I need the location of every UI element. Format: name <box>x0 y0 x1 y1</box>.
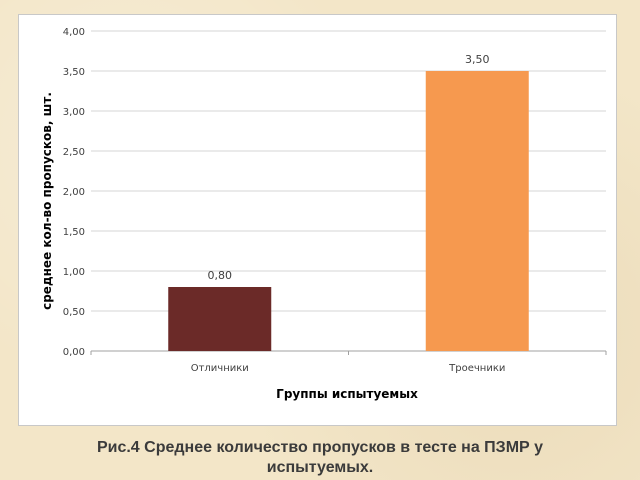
x-tick-label: Отличники <box>191 363 249 374</box>
bar-2 <box>425 71 529 351</box>
data-label: 3,50 <box>465 53 490 66</box>
x-tick-label: Троечники <box>448 363 505 374</box>
bar-1 <box>168 287 272 351</box>
x-axis-title: Группы испытуемых <box>276 387 418 401</box>
data-label: 0,80 <box>208 269 233 282</box>
y-tick-label: 3,50 <box>63 67 85 78</box>
y-tick-label: 0,00 <box>63 347 85 358</box>
y-tick-label: 1,50 <box>63 227 85 238</box>
y-tick-label: 2,50 <box>63 147 85 158</box>
y-axis-title: среднее кол-во пропусков, шт. <box>40 92 54 310</box>
caption-line-2: испытуемых. <box>266 459 374 476</box>
y-tick-label: 1,00 <box>63 267 85 278</box>
caption-line-1: Рис.4 Среднее количество пропусков в тес… <box>96 439 544 456</box>
y-tick-label: 0,50 <box>63 307 85 318</box>
figure-caption: Рис.4 Среднее количество пропусков в тес… <box>0 438 640 478</box>
y-tick-label: 4,00 <box>63 27 85 38</box>
y-tick-label: 2,00 <box>63 187 85 198</box>
bar-chart: 0,00 0,50 1,00 1,50 2,00 2,50 3,00 3,50 4,00 0,80… <box>40 27 607 401</box>
y-tick-label: 3,00 <box>63 107 85 118</box>
chart-panel: 0,00 0,50 1,00 1,50 2,00 2,50 3,00 3,50 4,00 0,80… <box>18 14 617 426</box>
